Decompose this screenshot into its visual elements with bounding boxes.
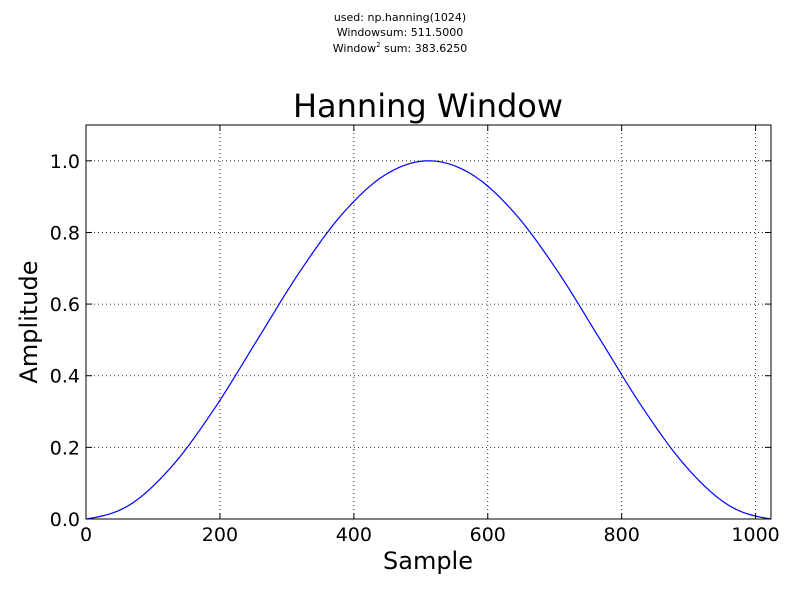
y-tick-label: 0.8 <box>50 222 80 244</box>
y-tick-label: 0.2 <box>50 437 80 459</box>
caption-window-word: Window <box>332 42 377 55</box>
caption-used: used: np.hanning(1024) <box>333 11 467 24</box>
tick-marks <box>85 125 771 520</box>
grid-lines <box>85 125 771 520</box>
x-tick-label: 600 <box>470 524 506 546</box>
caption-superscript: 2 <box>376 41 381 49</box>
caption-sum-value: sum: 383.6250 <box>380 42 468 55</box>
x-tick-label: 0 <box>80 524 92 546</box>
y-tick-label: 0.0 <box>50 509 80 531</box>
series-group <box>85 160 772 520</box>
y-tick-label: 1.0 <box>50 151 80 173</box>
x-axis-label: Sample <box>383 547 473 575</box>
x-tick-label: 400 <box>336 524 372 546</box>
chart-title: Hanning Window <box>293 87 563 125</box>
y-tick-labels: 0.0 0.2 0.4 0.6 0.8 1.0 <box>50 151 80 531</box>
plot-frame <box>85 124 772 520</box>
y-tick-label: 0.4 <box>50 366 80 388</box>
caption-windowsum: Windowsum: 511.5000 <box>336 26 464 39</box>
x-tick-labels: 0 200 400 600 800 1000 <box>80 524 780 546</box>
y-axis-label: Amplitude <box>15 261 43 384</box>
caption-window-squared-sum: Window2 sum: 383.6250 <box>0 41 800 56</box>
y-tick-label: 0.6 <box>50 294 80 316</box>
x-tick-label: 800 <box>604 524 640 546</box>
hanning-curve <box>85 160 772 520</box>
x-tick-label: 200 <box>202 524 238 546</box>
x-tick-label: 1000 <box>731 524 779 546</box>
